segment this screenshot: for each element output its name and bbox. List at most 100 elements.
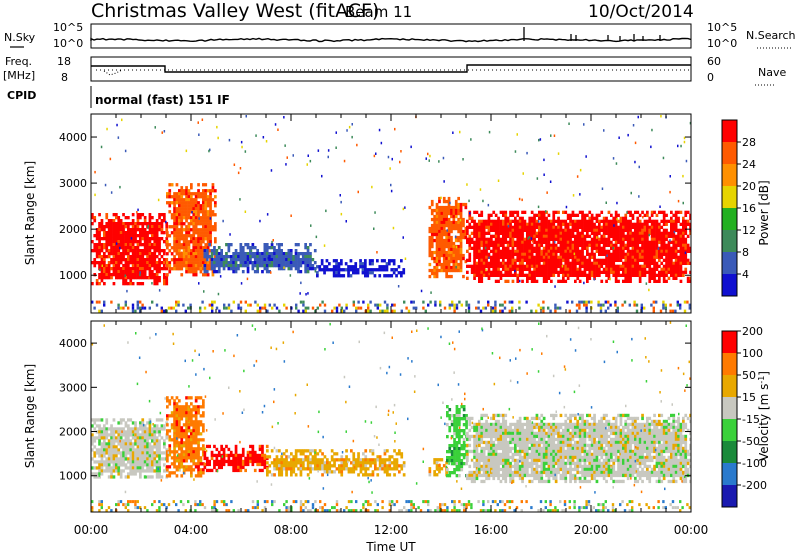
- heatmap-cell: [445, 274, 448, 279]
- heatmap-cell: [660, 240, 664, 244]
- heatmap-cell: [261, 255, 264, 259]
- heatmap-cell: [438, 256, 441, 261]
- heatmap-cell: [478, 219, 481, 223]
- heatmap-cell: [497, 279, 500, 283]
- heatmap-cell: [185, 237, 188, 241]
- heatmap-cell: [542, 249, 546, 253]
- heatmap-cell: [677, 231, 680, 235]
- heatmap-cell: [192, 453, 196, 457]
- heatmap-cell: [222, 264, 226, 268]
- scatter-point: [335, 131, 337, 134]
- heatmap-cell: [552, 234, 556, 238]
- heatmap-cell: [190, 432, 193, 436]
- heatmap-cell: [442, 238, 446, 243]
- heatmap-cell: [202, 264, 205, 268]
- heatmap-cell: [215, 270, 219, 274]
- heatmap-cell: [470, 240, 474, 244]
- heatmap-cell: [166, 414, 169, 418]
- heatmap-cell: [98, 222, 101, 226]
- heatmap-cell: [562, 210, 565, 214]
- heatmap-cell: [124, 279, 128, 283]
- heatmap-cell: [215, 459, 219, 464]
- heatmap-cell: [506, 255, 510, 259]
- heatmap-cell: [175, 264, 179, 268]
- heatmap-cell: [202, 201, 205, 205]
- heatmap-cell: [428, 253, 432, 258]
- heatmap-cell: [602, 228, 606, 232]
- heatmap-cell: [454, 262, 458, 267]
- heatmap-cell: [655, 255, 659, 259]
- heatmap-cell: [559, 279, 563, 283]
- heatmap-cell: [450, 223, 453, 228]
- velocity-heatmap: [91, 321, 691, 512]
- heatmap-cell: [141, 258, 145, 262]
- heatmap-cell: [234, 270, 238, 274]
- heatmap-cell: [197, 474, 200, 478]
- heatmap-cell: [117, 243, 121, 247]
- heatmap-cell: [91, 457, 94, 461]
- heatmap-cell: [180, 189, 184, 193]
- heatmap-cell: [229, 258, 233, 262]
- scatter-point: [642, 216, 644, 219]
- heatmap-cell: [626, 237, 630, 241]
- noise-cell: [340, 306, 343, 310]
- heatmap-cell: [197, 192, 200, 196]
- heatmap-cell: [578, 237, 582, 241]
- heatmap-cell: [173, 261, 176, 265]
- heatmap-cell: [629, 273, 632, 277]
- heatmap-cell: [636, 273, 640, 277]
- heatmap-cell: [459, 229, 463, 234]
- heatmap-cell: [614, 210, 618, 214]
- heatmap-cell: [148, 264, 152, 268]
- heatmap-cell: [342, 268, 346, 272]
- heatmap-cell: [571, 243, 575, 247]
- heatmap-cell: [395, 268, 398, 272]
- heatmap-cell: [192, 441, 196, 445]
- heatmap-cell: [478, 276, 481, 280]
- heatmap-cell: [178, 435, 181, 439]
- heatmap-cell: [598, 228, 601, 232]
- heatmap-cell: [95, 237, 99, 241]
- heatmap-cell: [643, 219, 647, 223]
- heatmap-cell: [545, 270, 548, 274]
- heatmap-cell: [227, 243, 231, 247]
- heatmap-cell: [165, 267, 169, 271]
- heatmap-cell: [523, 258, 527, 262]
- heatmap-cell: [180, 234, 184, 238]
- heatmap-cell: [163, 231, 166, 235]
- heatmap-cell: [602, 234, 606, 238]
- heatmap-cell: [297, 252, 300, 256]
- heatmap-cell: [194, 198, 198, 202]
- noise-cell: [323, 309, 327, 313]
- heatmap-cell: [211, 225, 215, 229]
- heatmap-cell: [530, 243, 534, 247]
- heatmap-cell: [211, 198, 215, 202]
- heatmap-cell: [518, 219, 522, 223]
- heatmap-cell: [127, 466, 130, 470]
- heatmap-cell: [155, 243, 159, 247]
- noise-cell: [487, 303, 490, 307]
- heatmap-cell: [648, 264, 652, 268]
- heatmap-cell: [578, 264, 582, 268]
- heatmap-cell: [428, 235, 432, 240]
- heatmap-cell: [511, 261, 515, 265]
- heatmap-cell: [497, 273, 500, 277]
- heatmap-cell: [648, 276, 652, 280]
- heatmap-cell: [660, 219, 664, 223]
- heatmap-cell: [631, 240, 635, 244]
- heatmap-cell: [129, 427, 133, 431]
- noise-cell: [453, 309, 456, 313]
- scatter-point: [317, 149, 320, 152]
- heatmap-cell: [127, 243, 130, 247]
- heatmap-cell: [562, 255, 565, 259]
- heatmap-cell: [204, 198, 208, 202]
- heatmap-cell: [586, 264, 589, 268]
- scatter-point: [469, 211, 471, 215]
- heatmap-cell: [187, 414, 191, 418]
- heatmap-cell: [151, 433, 154, 437]
- heatmap-cell: [105, 430, 109, 434]
- heatmap-cell: [143, 273, 147, 277]
- heatmap-cell: [590, 225, 594, 229]
- heatmap-cell: [478, 237, 481, 241]
- heatmap-cell: [492, 222, 496, 226]
